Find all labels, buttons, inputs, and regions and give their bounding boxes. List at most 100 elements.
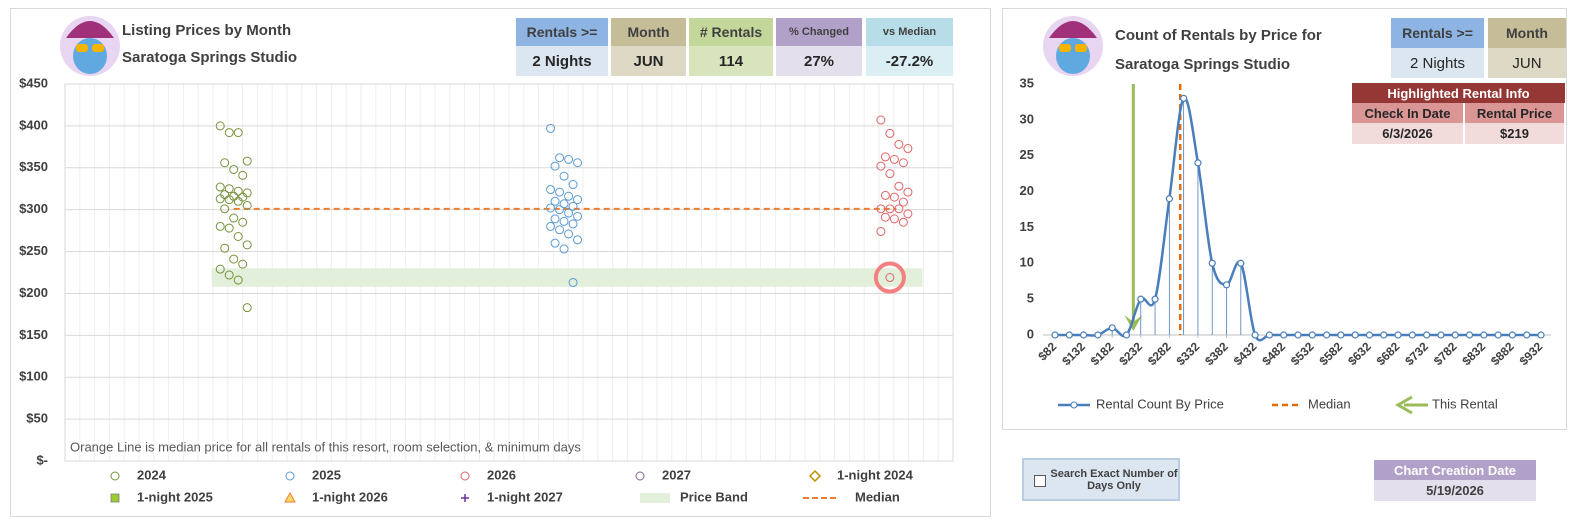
- marker: [880, 212, 890, 222]
- point: [1137, 295, 1145, 303]
- point: [1294, 331, 1302, 339]
- marker: [555, 205, 565, 215]
- x-tick-label: $282: [1145, 339, 1174, 368]
- marker: [242, 156, 252, 166]
- marker: [559, 216, 569, 226]
- point: [1408, 331, 1416, 339]
- checkbox[interactable]: [1034, 475, 1046, 487]
- x-tick-label: $232: [1116, 339, 1145, 368]
- point: [1094, 331, 1102, 339]
- marker: [573, 195, 583, 205]
- marker: [559, 199, 569, 209]
- point: [1079, 331, 1088, 339]
- marker: [885, 204, 895, 214]
- point: [1108, 324, 1116, 332]
- point: [1222, 281, 1231, 289]
- this-rental-arrowhead: [1124, 315, 1143, 331]
- legend-marker: [110, 493, 120, 503]
- marker: [229, 213, 239, 223]
- marker: [224, 184, 234, 194]
- info-value: 27%: [776, 46, 862, 76]
- x-tick-label: $382: [1202, 339, 1231, 368]
- legend-marker: [808, 469, 822, 483]
- info-label: % Changed: [776, 18, 862, 46]
- info-label: Rentals >=: [516, 18, 608, 46]
- marker: [894, 139, 904, 149]
- point: [1308, 331, 1316, 339]
- highlight-ring: [873, 261, 906, 294]
- marker: [903, 144, 913, 154]
- x-tick-label: $432: [1231, 339, 1260, 368]
- point: [1180, 94, 1188, 102]
- marker: [555, 187, 565, 197]
- point: [1208, 259, 1216, 267]
- marker: [233, 186, 243, 196]
- x-tick-label: $682: [1374, 339, 1403, 368]
- point: [1380, 331, 1388, 339]
- highlight-header: Rental Price: [1465, 103, 1565, 123]
- point: [1437, 331, 1445, 339]
- info-value: 2 Nights: [1391, 48, 1484, 78]
- marker: [215, 182, 225, 192]
- info-label: Rentals >=: [1391, 18, 1484, 48]
- point: [1365, 331, 1374, 339]
- point: [1494, 331, 1502, 339]
- point: [1065, 331, 1073, 339]
- legend-label: 1-night 2025: [137, 489, 213, 504]
- marker: [568, 180, 578, 190]
- marker: [889, 192, 899, 202]
- chart-title: Listing Prices by Month: [122, 22, 291, 39]
- y-tick-label: $350: [19, 159, 48, 174]
- marker: [876, 115, 886, 125]
- logo: [60, 16, 1103, 76]
- y-tick-label: $200: [19, 285, 48, 300]
- point: [1480, 331, 1488, 339]
- y-tick-label: 30: [1020, 111, 1034, 126]
- x-tick-label: $182: [1088, 339, 1117, 368]
- marker: [546, 203, 556, 213]
- legend-label: This Rental: [1432, 396, 1498, 411]
- marker: [898, 158, 908, 168]
- marker: [233, 275, 243, 285]
- checkbox-control[interactable]: Search Exact Number of Days Only: [1022, 458, 1180, 501]
- right-panel: [1002, 8, 1567, 430]
- marker: [215, 121, 225, 131]
- marker: [555, 153, 565, 163]
- legend-marker: [460, 471, 470, 481]
- marker: [233, 231, 243, 241]
- point: [1394, 331, 1402, 339]
- marker: [242, 303, 252, 313]
- marker: [573, 158, 583, 168]
- marker: [568, 278, 578, 288]
- legend-marker: [110, 471, 120, 481]
- point: [1265, 331, 1274, 339]
- marker: [880, 152, 890, 162]
- y-tick-label: 20: [1020, 183, 1034, 198]
- y-tick-label: 0: [1027, 326, 1034, 341]
- point: [1451, 331, 1459, 339]
- marker: [550, 238, 560, 248]
- y-tick-label: 5: [1027, 291, 1034, 306]
- legend-label: 2026: [487, 467, 516, 482]
- marker: [215, 221, 225, 231]
- marker: [229, 164, 239, 174]
- highlight-header: Check In Date: [1352, 103, 1464, 123]
- marker: [224, 128, 234, 138]
- x-tick-label: $732: [1402, 339, 1431, 368]
- legend-label: 1-night 2027: [487, 489, 563, 504]
- marker: [898, 197, 908, 207]
- info-value: JUN: [1488, 48, 1566, 78]
- marker: [568, 201, 578, 211]
- marker: [564, 229, 574, 239]
- point: [1465, 331, 1474, 339]
- marker: [885, 273, 895, 283]
- marker: [564, 191, 574, 201]
- marker: [889, 154, 899, 164]
- legend-marker: [285, 471, 295, 481]
- marker: [564, 208, 574, 218]
- marker: [550, 161, 560, 171]
- marker: [876, 161, 886, 171]
- legend-label: Rental Count By Price: [1096, 396, 1224, 411]
- legend-marker: [635, 471, 645, 481]
- marker: [215, 194, 225, 204]
